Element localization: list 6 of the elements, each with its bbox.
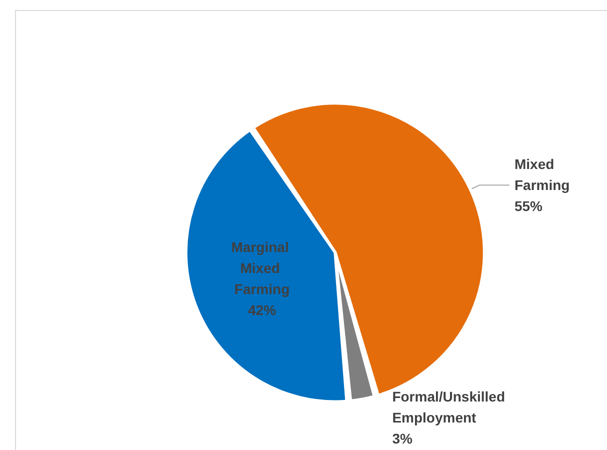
data-label: 55% xyxy=(514,198,544,214)
data-label: 3% xyxy=(392,430,413,446)
slice-label: Marginal Mixed Farming xyxy=(231,238,293,297)
data-label: 42% xyxy=(248,302,277,318)
slice-label: Mixed Farming xyxy=(514,156,570,194)
slice-label: Formal/Unskilled Employment xyxy=(392,388,509,426)
